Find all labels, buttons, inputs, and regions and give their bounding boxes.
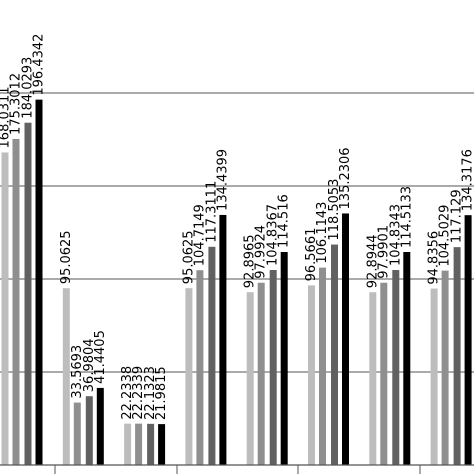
value-label: 95.0625: [181, 230, 196, 284]
bar: [308, 285, 315, 465]
bar: [135, 423, 143, 465]
bar: [319, 267, 326, 465]
bar: [257, 282, 265, 465]
bar: [392, 270, 400, 465]
value-label: 168.0311: [0, 86, 13, 148]
value-label: 134.3176: [461, 149, 474, 211]
bar: [453, 247, 461, 465]
value-label: 184.0293: [21, 57, 36, 119]
bar: [35, 99, 43, 465]
value-label: 104.8367: [266, 204, 281, 266]
bar: [441, 270, 449, 465]
bar: [342, 213, 349, 465]
bar: [24, 122, 32, 465]
bar: [269, 270, 277, 465]
value-label: 114.5133: [399, 186, 414, 248]
value-label: 134.4399: [215, 149, 230, 211]
value-label: 94.8356: [427, 231, 442, 285]
bar: [380, 282, 388, 465]
value-label: 22.2339: [131, 366, 146, 420]
value-label: 95.0625: [59, 230, 74, 284]
bar: [464, 215, 472, 465]
value-label: 117.129: [450, 189, 465, 243]
value-label: 175.3012: [9, 73, 24, 135]
value-label: 92.8965: [243, 234, 258, 288]
bar: [73, 402, 81, 465]
bar: [96, 387, 104, 465]
bar: [124, 423, 132, 465]
value-label: 118.5053: [327, 179, 342, 241]
bar: [158, 424, 166, 465]
bar: [85, 396, 93, 465]
bar: [185, 288, 193, 465]
bar: [1, 152, 9, 465]
bar: [430, 288, 438, 465]
bar: [208, 246, 216, 465]
value-label: 22.1323: [143, 366, 158, 420]
value-label: 196.4342: [32, 34, 47, 96]
value-label: 106.1143: [315, 202, 330, 264]
bar: [331, 244, 338, 465]
value-label: 97.9924: [254, 225, 269, 279]
bar: [246, 292, 254, 465]
value-label: 104.8343: [388, 204, 403, 266]
value-label: 104.5029: [438, 205, 453, 267]
value-label: 114.516: [277, 194, 292, 248]
value-label: 135.2306: [338, 147, 353, 209]
value-label: 22.2338: [120, 366, 135, 420]
bar: [219, 214, 227, 465]
bar: [280, 252, 288, 465]
bar: [62, 288, 70, 465]
value-label: 117.3111: [204, 181, 219, 243]
value-label: 33.5693: [70, 345, 85, 399]
value-label: 36.9804: [82, 338, 97, 392]
bar: [12, 138, 20, 466]
bar: [403, 252, 411, 465]
value-label: 104.7149: [192, 204, 207, 266]
bar: [369, 292, 377, 465]
value-label: 21.9815: [154, 366, 169, 420]
value-label: 92.8944: [365, 234, 380, 288]
value-label: 97.9901: [376, 225, 391, 279]
value-label: 96.5661: [304, 228, 319, 282]
bar: [196, 270, 204, 465]
bar: [147, 423, 155, 465]
value-label: 41.4405: [93, 330, 108, 384]
